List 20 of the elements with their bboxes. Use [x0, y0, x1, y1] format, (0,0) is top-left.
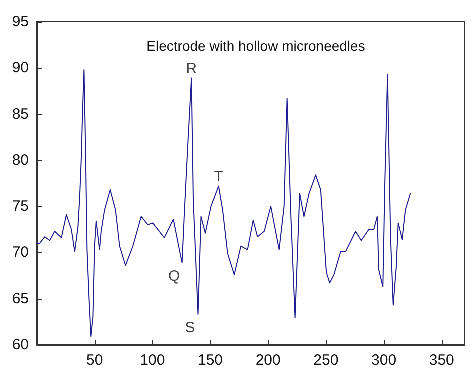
- y-tick-label: 85: [12, 106, 29, 123]
- x-tick-label: 250: [314, 352, 339, 369]
- x-tick-label: 200: [256, 352, 281, 369]
- x-tick-label: 100: [140, 352, 166, 369]
- annotation: R: [186, 60, 198, 78]
- annotation: T: [214, 168, 224, 186]
- x-tick-label: 300: [372, 352, 397, 369]
- x-tick-label: 50: [86, 352, 104, 369]
- y-tick-label: 60: [12, 336, 29, 354]
- x-tick-label: 350: [429, 352, 454, 369]
- y-tick-label: 70: [12, 244, 29, 262]
- annotation: S: [185, 320, 196, 337]
- text: Electrode with hollow microneedles: [146, 38, 366, 54]
- annotation: Q: [168, 268, 180, 285]
- x-tick-label: 150: [198, 352, 224, 369]
- y-tick-label: 95: [12, 14, 29, 30]
- y-tick-label: 65: [12, 290, 29, 308]
- y-tick-label: 90: [12, 60, 29, 77]
- y-tick-label: 80: [12, 152, 29, 169]
- y-tick-label: 75: [12, 198, 29, 216]
